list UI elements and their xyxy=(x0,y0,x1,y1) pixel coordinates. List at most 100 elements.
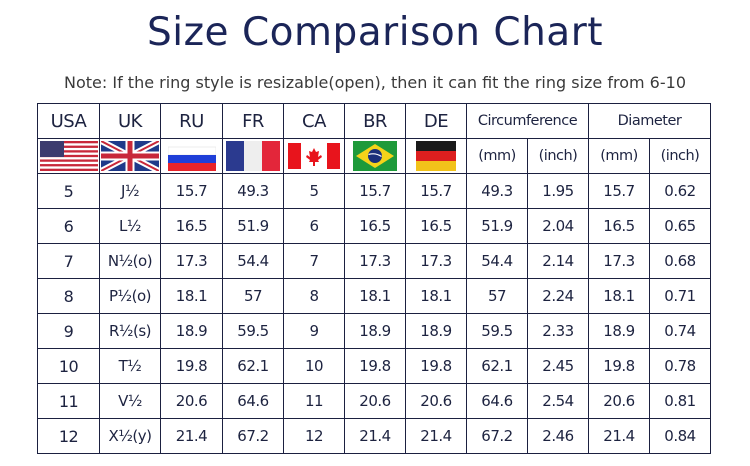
canada-flag-icon xyxy=(288,143,340,169)
header-usa: USA xyxy=(37,103,100,139)
table-cell: 57 xyxy=(222,278,284,314)
table-cell: 0.65 xyxy=(649,208,711,244)
usa-flag-icon xyxy=(39,141,98,171)
table-cell: 8 xyxy=(283,278,345,314)
table-cell: 51.9 xyxy=(466,208,528,244)
table-cell: 62.1 xyxy=(466,348,528,384)
table-cell: 49.3 xyxy=(466,173,528,209)
table-cell: 6 xyxy=(283,208,345,244)
flag-cell xyxy=(37,138,100,174)
table-row: 5 J½ 15.7 49.3 5 15.7 15.7 49.3 1.95 15.7 0.62 xyxy=(37,173,711,209)
table-cell: 20.6 xyxy=(588,383,650,419)
header-uk: UK xyxy=(99,103,161,139)
table-cell: 2.14 xyxy=(527,243,589,279)
table-cell: 0.84 xyxy=(649,418,711,454)
table-cell: 2.04 xyxy=(527,208,589,244)
table-row: 9 R½(s) 18.9 59.5 9 18.9 18.9 59.5 2.33 18.9 0.74 xyxy=(37,313,711,349)
table-cell: 51.9 xyxy=(222,208,284,244)
table-cell: 10 xyxy=(283,348,345,384)
table-cell: 18.9 xyxy=(160,313,223,349)
header-ca: CA xyxy=(283,103,345,139)
table-cell: P½(o) xyxy=(99,278,161,314)
table-cell: 15.7 xyxy=(588,173,650,209)
table-cell: 18.1 xyxy=(405,278,467,314)
unit-header: (mm) xyxy=(588,138,650,174)
table-cell: 54.4 xyxy=(466,243,528,279)
table-cell: 6 xyxy=(37,208,100,244)
table-cell: 16.5 xyxy=(160,208,223,244)
header-br: BR xyxy=(344,103,406,139)
flag-row: (mm) (inch) (mm) (inch) xyxy=(37,138,711,174)
table-row: 7 N½(o) 17.3 54.4 7 17.3 17.3 54.4 2.14 17.3 0.68 xyxy=(37,243,711,279)
table-cell: 11 xyxy=(283,383,345,419)
table-row: 12 X½(y) 21.4 67.2 12 21.4 21.4 67.2 2.46 21.4 0.8… xyxy=(37,418,711,454)
table-cell: V½ xyxy=(99,383,161,419)
table-row: 11 V½ 20.6 64.6 11 20.6 20.6 64.6 2.54 20.6 0.81 xyxy=(37,383,711,419)
brazil-flag-icon xyxy=(353,141,397,171)
table-cell: 8 xyxy=(37,278,100,314)
note-text: Note: If the ring style is resizable(ope… xyxy=(64,73,686,92)
table-cell: L½ xyxy=(99,208,161,244)
germany-flag-icon xyxy=(416,141,456,171)
table-cell: 19.8 xyxy=(405,348,467,384)
table-cell: 67.2 xyxy=(466,418,528,454)
table-cell: 15.7 xyxy=(405,173,467,209)
table-cell: 67.2 xyxy=(222,418,284,454)
table-cell: 9 xyxy=(37,313,100,349)
table-cell: 9 xyxy=(283,313,345,349)
table-cell: 15.7 xyxy=(160,173,223,209)
table-cell: 7 xyxy=(37,243,100,279)
table-cell: 7 xyxy=(283,243,345,279)
table-cell: 16.5 xyxy=(405,208,467,244)
flag-cell xyxy=(222,138,284,174)
france-flag-icon xyxy=(226,141,280,171)
table-cell: 10 xyxy=(37,348,100,384)
flag-cell xyxy=(160,138,223,174)
russia-flag-icon xyxy=(167,146,216,171)
table-cell: 18.9 xyxy=(344,313,406,349)
table-cell: 18.1 xyxy=(160,278,223,314)
table-cell: 21.4 xyxy=(588,418,650,454)
table-cell: 17.3 xyxy=(344,243,406,279)
table-cell: 2.24 xyxy=(527,278,589,314)
header-ru: RU xyxy=(160,103,223,139)
table-cell: 21.4 xyxy=(160,418,223,454)
table-cell: 16.5 xyxy=(344,208,406,244)
table-cell: 16.5 xyxy=(588,208,650,244)
table-cell: 19.8 xyxy=(588,348,650,384)
page-title: Size Comparison Chart xyxy=(146,10,604,55)
table-cell: 0.68 xyxy=(649,243,711,279)
size-table: USA UK RU FR CA BR DE Circumference Diameter (mm)… xyxy=(37,103,711,454)
table-cell: 64.6 xyxy=(466,383,528,419)
table-cell: 2.45 xyxy=(527,348,589,384)
table-cell: 11 xyxy=(37,383,100,419)
table-cell: 19.8 xyxy=(344,348,406,384)
table-cell: 17.3 xyxy=(588,243,650,279)
table-cell: 0.62 xyxy=(649,173,711,209)
table-cell: 20.6 xyxy=(405,383,467,419)
unit-header: (mm) xyxy=(466,138,528,174)
table-cell: 64.6 xyxy=(222,383,284,419)
table-cell: 0.81 xyxy=(649,383,711,419)
table-cell: 12 xyxy=(37,418,100,454)
table-cell: N½(o) xyxy=(99,243,161,279)
table-cell: R½(s) xyxy=(99,313,161,349)
flag-cell xyxy=(344,138,406,174)
table-cell: 18.1 xyxy=(588,278,650,314)
header-de: DE xyxy=(405,103,467,139)
table-cell: 17.3 xyxy=(160,243,223,279)
table-cell: 5 xyxy=(37,173,100,209)
table-cell: 2.33 xyxy=(527,313,589,349)
table-cell: 19.8 xyxy=(160,348,223,384)
table-cell: 62.1 xyxy=(222,348,284,384)
uk-flag-icon xyxy=(101,141,159,171)
table-cell: 20.6 xyxy=(344,383,406,419)
table-cell: 0.71 xyxy=(649,278,711,314)
header-row: USA UK RU FR CA BR DE Circumference Diameter xyxy=(37,103,711,139)
table-cell: 21.4 xyxy=(405,418,467,454)
table-cell: 59.5 xyxy=(222,313,284,349)
table-cell: 2.54 xyxy=(527,383,589,419)
table-cell: 54.4 xyxy=(222,243,284,279)
table-row: 10 T½ 19.8 62.1 10 19.8 19.8 62.1 2.45 19.8 0.78 xyxy=(37,348,711,384)
table-cell: 21.4 xyxy=(344,418,406,454)
